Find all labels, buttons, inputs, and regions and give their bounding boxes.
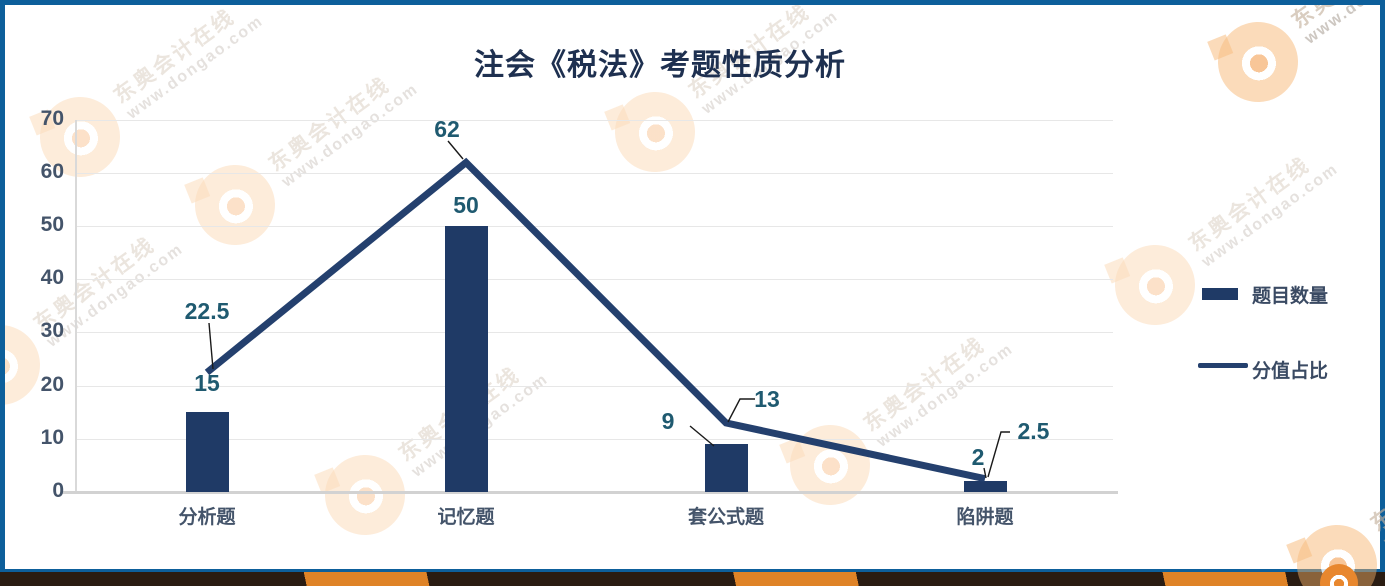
y-tick-label: 30: [40, 319, 64, 342]
legend-line-label[interactable]: 分值占比: [1252, 361, 1329, 382]
line-value-label: 13: [754, 386, 780, 412]
line-value-label: 2.5: [1017, 418, 1050, 444]
y-tick-label: 20: [40, 373, 64, 396]
dongao-logo-icon: [599, 76, 711, 188]
bar-value-label: 15: [194, 370, 220, 396]
chart-title: 注会《税法》考题性质分析: [474, 49, 846, 82]
dongao-logo-icon: [179, 149, 291, 261]
bar-memory[interactable]: [444, 226, 488, 492]
legend-line-swatch[interactable]: [1198, 363, 1248, 368]
score-line: [204, 157, 986, 483]
dongao-logo-icon: [1320, 564, 1358, 586]
y-tick-label: 0: [52, 479, 64, 502]
bar-analysis[interactable]: [185, 412, 229, 492]
y-axis-line: [75, 120, 77, 492]
gridline: [75, 120, 1113, 121]
x-category-label: 记忆题: [437, 507, 495, 528]
leader-line: [689, 425, 715, 447]
legend-bar-swatch[interactable]: [1202, 288, 1238, 300]
bar-value-label: 9: [661, 408, 675, 434]
y-tick-label: 70: [40, 107, 64, 130]
y-tick-label: 50: [40, 213, 64, 236]
line-value-label: 22.5: [184, 298, 230, 324]
gridline: [75, 279, 1113, 280]
bar-value-label: 2: [971, 444, 985, 470]
bar-trap[interactable]: [963, 481, 1007, 492]
legend-bar-label[interactable]: 题目数量: [1252, 286, 1329, 307]
gridline: [75, 173, 1113, 174]
gridline: [75, 226, 1113, 227]
footer-stripe: [0, 572, 1385, 586]
gridline: [75, 439, 1113, 440]
gridline: [75, 332, 1113, 333]
x-category-label: 分析题: [178, 507, 236, 528]
y-tick-label: 60: [40, 160, 64, 183]
leader-line: [208, 322, 214, 370]
y-tick-label: 10: [40, 426, 64, 449]
dongao-logo-icon: [309, 439, 421, 551]
dongao-logo-icon: [1099, 229, 1211, 341]
leader-line: [447, 140, 464, 160]
bar-value-label: 50: [453, 192, 479, 218]
y-tick-label: 40: [40, 266, 64, 289]
bar-formula[interactable]: [704, 444, 748, 492]
x-category-label: 套公式题: [687, 507, 764, 528]
x-axis-line: [62, 491, 1118, 494]
line-value-label: 62: [434, 116, 460, 142]
x-category-label: 陷阱题: [956, 507, 1014, 528]
